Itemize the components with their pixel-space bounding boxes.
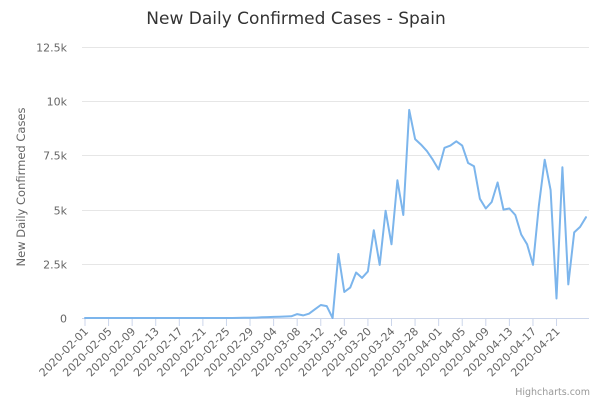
y-axis-title: New Daily Confirmed Cases	[14, 107, 28, 266]
credits-link[interactable]: Highcharts.com	[515, 387, 590, 398]
x-axis: 2020-02-012020-02-052020-02-092020-02-13…	[37, 318, 589, 379]
y-tick-label: 2.5k	[43, 259, 67, 272]
y-tick-label: 10k	[47, 96, 68, 109]
chart-title: New Daily Confirmed Cases - Spain	[146, 9, 445, 29]
y-tick-label: 12.5k	[36, 42, 67, 55]
y-tick-label: 0	[60, 313, 67, 326]
series-layer[interactable]	[82, 107, 589, 321]
y-tick-label: 5k	[54, 205, 68, 218]
y-axis: 0 2.5k 5k 7.5k 10k 12.5k	[36, 42, 67, 326]
series-line[interactable]	[84, 108, 587, 319]
y-tick-label: 7.5k	[43, 150, 67, 163]
